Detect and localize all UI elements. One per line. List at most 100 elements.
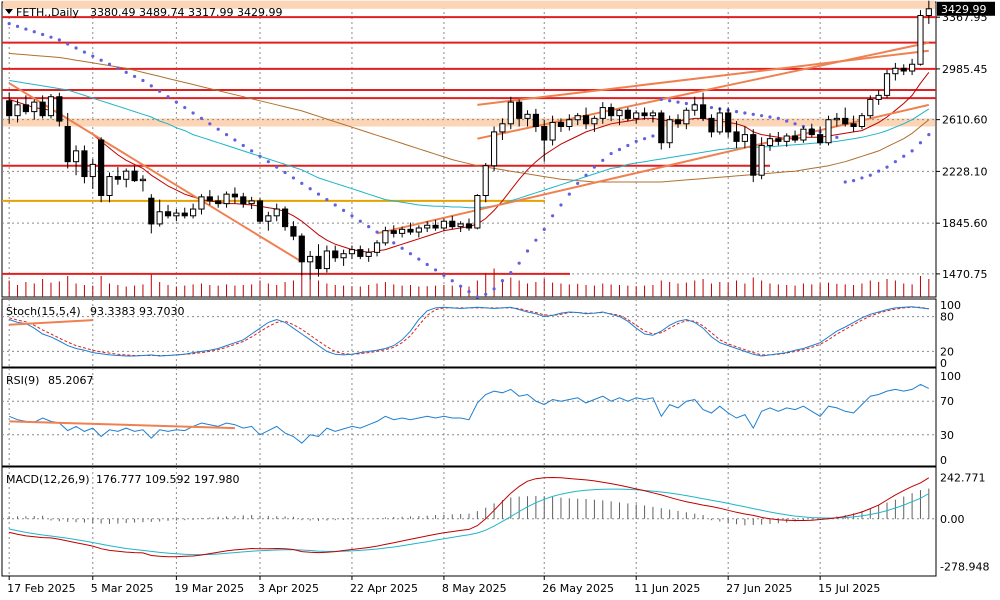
candle-body [574, 115, 581, 121]
candle-body [139, 178, 147, 182]
stoch-trend-line [9, 319, 93, 326]
candle-body [599, 107, 606, 119]
psar-dot [91, 54, 95, 58]
candle-body [407, 228, 414, 233]
psar-dot [609, 151, 613, 156]
psar-dot [860, 176, 864, 180]
psar-dot [266, 160, 270, 164]
psar-dot [517, 261, 521, 265]
candle-body [131, 170, 138, 182]
candle-body [524, 113, 531, 119]
candle-body [691, 104, 698, 111]
candle-body [231, 193, 239, 198]
candle-body [307, 255, 314, 263]
psar-dot [66, 42, 70, 46]
price-header [5, 9, 13, 14]
candle-body [89, 163, 96, 178]
macd-line [9, 476, 930, 558]
candle-body [323, 250, 330, 270]
candle-body [298, 235, 305, 263]
macd-y-label-1: 0.00 [940, 513, 965, 526]
candle-body [382, 230, 389, 244]
psar-dot [684, 101, 688, 106]
psar-dot [584, 173, 588, 177]
psar-dot [216, 127, 220, 131]
candle-body [106, 176, 113, 197]
psar-dot [275, 165, 279, 169]
psar-dot [82, 50, 87, 54]
rsi-y-label-1: 70 [940, 395, 954, 408]
candle-body [281, 208, 289, 228]
candle-body [641, 112, 648, 117]
candle-body [206, 196, 213, 202]
dropdown-triangle-icon[interactable] [5, 9, 13, 14]
stoch-y-label-3: 0 [940, 357, 947, 370]
psar-dot [15, 24, 20, 28]
candle-body [432, 224, 439, 229]
candle-body [81, 150, 88, 178]
psar-dot [300, 181, 304, 185]
psar-dot [743, 111, 747, 115]
psar-dot [601, 158, 605, 162]
price-y-label-2: 2610.60 [942, 114, 988, 127]
psar-dot [24, 27, 28, 31]
candle-body [708, 117, 715, 133]
stoch-header-name: Stoch(15,5,4) [6, 305, 81, 318]
psar-dot [32, 30, 36, 34]
psar-dot [57, 38, 61, 42]
psar-dot [116, 66, 120, 70]
psar-dot [308, 187, 312, 191]
sma-long-line [9, 52, 930, 183]
candle-body [649, 112, 657, 117]
candle-body [332, 250, 339, 259]
candle-body [791, 135, 799, 141]
psar-dot [358, 219, 362, 223]
psar-dot [141, 78, 145, 83]
psar-dot [592, 165, 597, 169]
candle-body [449, 220, 456, 228]
pane-frame-2 [1, 367, 937, 467]
psar-dot [49, 35, 53, 39]
candle-body [850, 123, 857, 127]
psar-dot [191, 111, 195, 115]
psar-dot [659, 97, 663, 102]
psar-dot [316, 192, 321, 196]
candle-body [181, 212, 188, 217]
candle-body [741, 134, 748, 142]
candle-body [775, 138, 782, 142]
macd-signal-line [9, 488, 930, 556]
psar-dot [174, 100, 178, 104]
candle-body [223, 193, 230, 205]
candle-body [198, 196, 205, 210]
candle-body [825, 119, 832, 144]
candle-body [549, 121, 556, 141]
candle-body [858, 115, 866, 127]
stoch-header-values: 93.3383 93.7030 [90, 305, 184, 318]
psar-dot [233, 138, 237, 142]
x-tick-label-0: 17 Feb 2025 [7, 582, 75, 595]
candle-body [541, 125, 548, 141]
psar-dot [333, 203, 337, 207]
candle-body [909, 63, 916, 72]
candle-body [98, 139, 105, 197]
price-y-label-3: 2228.10 [942, 165, 988, 178]
psar-dot [450, 279, 454, 283]
psar-dot [843, 180, 847, 184]
candle-body [766, 138, 774, 146]
psar-dot [525, 249, 530, 253]
candle-body [39, 101, 46, 117]
rsi-line [9, 383, 930, 444]
psar-dot [877, 169, 881, 173]
candle-body [148, 197, 155, 225]
psar-dot [74, 46, 78, 50]
psar-dot [768, 115, 772, 119]
psar-dot [534, 238, 538, 242]
candle-body [64, 125, 71, 163]
psar-dot [392, 241, 396, 245]
rsi-y-label-0: 100 [940, 370, 961, 383]
candle-body [31, 101, 38, 113]
psar-dot [626, 143, 630, 148]
psar-dot [408, 252, 413, 256]
psar-dot [902, 154, 906, 158]
